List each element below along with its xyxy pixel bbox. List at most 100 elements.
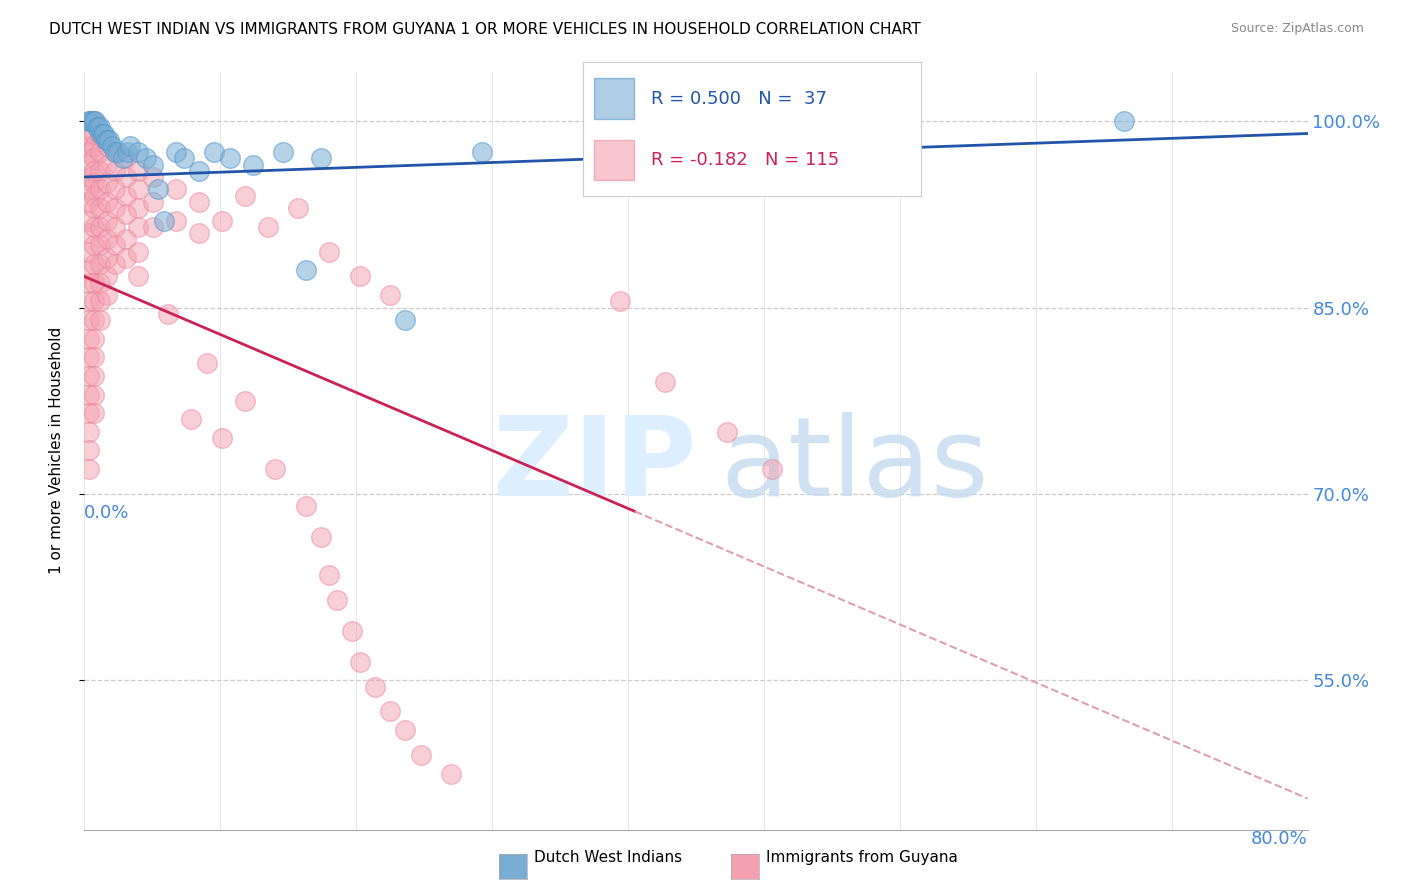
Point <box>84 114 107 128</box>
Point <box>761 462 783 476</box>
Point <box>114 232 136 246</box>
Point <box>83 238 105 252</box>
Point <box>318 244 340 259</box>
Point <box>211 213 233 227</box>
Point <box>142 219 165 234</box>
Point <box>83 294 105 309</box>
Point <box>77 387 100 401</box>
Point <box>127 269 149 284</box>
Point <box>77 226 100 240</box>
Point <box>77 182 100 196</box>
Point <box>89 313 111 327</box>
Point <box>114 207 136 221</box>
Point <box>89 201 111 215</box>
Point <box>104 145 127 160</box>
Point <box>325 592 347 607</box>
Point <box>96 269 118 284</box>
Point <box>202 145 225 160</box>
Point <box>114 169 136 184</box>
Point <box>127 244 149 259</box>
Point <box>96 133 118 147</box>
Point <box>77 145 100 160</box>
Text: Immigrants from Guyana: Immigrants from Guyana <box>766 850 957 864</box>
Point <box>97 133 120 147</box>
Point <box>96 176 118 190</box>
Point <box>96 194 118 209</box>
Point <box>96 251 118 265</box>
Point <box>89 127 111 141</box>
Point <box>83 257 105 271</box>
Point <box>83 114 105 128</box>
Point <box>409 747 432 762</box>
Point <box>79 114 101 128</box>
Point <box>94 133 117 147</box>
Point <box>349 269 371 284</box>
Point <box>83 139 105 153</box>
Text: R = -0.182   N = 115: R = -0.182 N = 115 <box>651 151 839 169</box>
Point <box>188 163 211 178</box>
Point <box>340 624 363 638</box>
Text: R = 0.500   N =  37: R = 0.500 N = 37 <box>651 89 827 108</box>
Point <box>77 443 100 458</box>
Point <box>77 350 100 364</box>
Point <box>86 120 108 135</box>
Point <box>77 263 100 277</box>
Point <box>233 393 256 408</box>
Point <box>111 152 134 166</box>
Point <box>96 213 118 227</box>
Point <box>218 152 240 166</box>
Text: Source: ZipAtlas.com: Source: ZipAtlas.com <box>1230 22 1364 36</box>
Text: DUTCH WEST INDIAN VS IMMIGRANTS FROM GUYANA 1 OR MORE VEHICLES IN HOUSEHOLD CORR: DUTCH WEST INDIAN VS IMMIGRANTS FROM GUY… <box>49 22 921 37</box>
Point <box>440 766 463 780</box>
Point <box>295 263 318 277</box>
Point <box>104 163 127 178</box>
Point <box>364 680 387 694</box>
Point <box>83 176 105 190</box>
Point <box>114 188 136 202</box>
FancyBboxPatch shape <box>593 140 634 180</box>
Point <box>264 462 287 476</box>
Point <box>96 139 118 153</box>
Point <box>77 114 100 128</box>
Point <box>77 169 100 184</box>
Point <box>89 120 111 135</box>
Point <box>311 531 333 545</box>
Point <box>90 127 112 141</box>
Point <box>104 219 127 234</box>
Text: atlas: atlas <box>720 412 988 519</box>
Point <box>114 251 136 265</box>
Point <box>83 368 105 383</box>
Point <box>318 567 340 582</box>
Point <box>83 152 105 166</box>
Point <box>77 194 100 209</box>
Point <box>127 145 149 160</box>
FancyBboxPatch shape <box>593 78 634 119</box>
Point <box>89 257 111 271</box>
Point <box>83 163 105 178</box>
Text: 80.0%: 80.0% <box>1251 830 1308 847</box>
Point <box>83 114 105 128</box>
Point <box>77 368 100 383</box>
Point <box>77 114 100 128</box>
Point <box>80 114 103 128</box>
Point <box>83 387 105 401</box>
Point <box>1114 114 1136 128</box>
Point <box>89 163 111 178</box>
Point <box>87 120 110 135</box>
Point <box>104 238 127 252</box>
Point <box>135 152 157 166</box>
Point <box>188 194 211 209</box>
Point <box>242 158 264 172</box>
Point <box>211 431 233 445</box>
Point <box>91 127 114 141</box>
Point <box>173 152 195 166</box>
Point <box>77 294 100 309</box>
Point <box>654 375 676 389</box>
Point <box>104 201 127 215</box>
Point <box>127 201 149 215</box>
Point <box>142 169 165 184</box>
Point <box>127 219 149 234</box>
Point <box>114 152 136 166</box>
Point <box>104 257 127 271</box>
Point <box>153 213 176 227</box>
